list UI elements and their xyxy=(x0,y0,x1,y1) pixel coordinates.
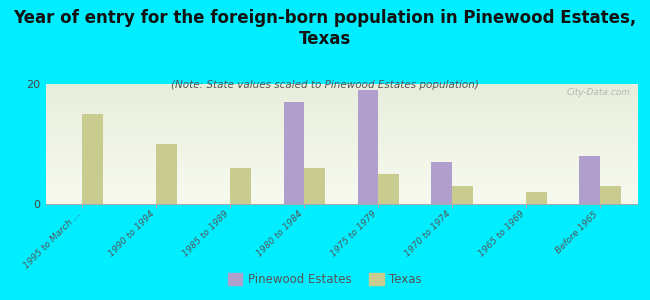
Bar xyxy=(283,102,304,204)
Bar xyxy=(230,168,251,204)
Bar xyxy=(304,168,325,204)
Legend: Pinewood Estates, Texas: Pinewood Estates, Texas xyxy=(223,268,427,291)
Bar xyxy=(83,114,103,204)
Bar xyxy=(452,186,473,204)
Text: Year of entry for the foreign-born population in Pinewood Estates,
Texas: Year of entry for the foreign-born popul… xyxy=(14,9,636,48)
Bar xyxy=(358,90,378,204)
Bar xyxy=(600,186,621,204)
Bar xyxy=(579,156,600,204)
Bar xyxy=(526,192,547,204)
Text: (Note: State values scaled to Pinewood Estates population): (Note: State values scaled to Pinewood E… xyxy=(171,80,479,89)
Bar xyxy=(157,144,177,204)
Bar xyxy=(378,174,399,204)
Bar xyxy=(432,162,452,204)
Text: City-Data.com: City-Data.com xyxy=(567,88,631,97)
